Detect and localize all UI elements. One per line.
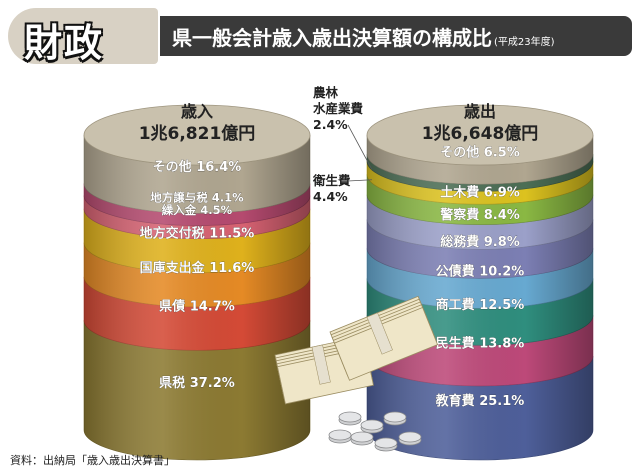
title-text: 県一般会計歳入歳出決算額の構成比	[172, 26, 492, 50]
band-strip	[311, 344, 331, 385]
segment-label: 公債費 10.2%	[436, 263, 525, 279]
badge-text: 財政	[24, 21, 105, 65]
cylinder-shading	[84, 135, 310, 460]
cylinder-shading	[367, 135, 593, 460]
title-bar: 県一般会計歳入歳出決算額の構成比 (平成23年度)	[160, 16, 632, 56]
callout-leader	[347, 179, 373, 182]
category-badge: 財政	[8, 8, 158, 65]
segment-label: 県税 37.2%	[159, 375, 235, 391]
segment-label: 国庫支出金 11.6%	[140, 260, 255, 276]
money-illustration	[274, 295, 439, 452]
coin-top	[383, 411, 407, 423]
callout-text: 2.4%	[313, 117, 348, 132]
callout-text: 水産業費	[313, 101, 364, 116]
segment-label: 総務費 9.8%	[440, 234, 520, 250]
cylinder-title: 歳出	[464, 102, 496, 121]
segment-label: 県債 14.7%	[159, 299, 235, 315]
segment-label: 教育費 25.1%	[435, 393, 525, 409]
coin-top	[360, 419, 384, 431]
callout-text: 衛生費	[312, 173, 351, 188]
segment-label: 繰入金 4.5%	[162, 203, 233, 217]
chart-title: 県一般会計歳入歳出決算額の構成比 (平成23年度)	[172, 22, 555, 51]
segment-label: その他 6.5%	[440, 145, 520, 161]
callout-text: 4.4%	[313, 189, 348, 204]
header: 財政 県一般会計歳入歳出決算額の構成比 (平成23年度)	[8, 8, 632, 65]
band-strip	[366, 312, 393, 355]
callout-text: 農林	[313, 85, 339, 100]
coin-top	[374, 437, 398, 449]
cylinder-total: 1兆6,821億円	[139, 123, 256, 144]
segment-label: 商工費 12.5%	[436, 297, 525, 313]
segment-label: 土木費 6.9%	[440, 184, 520, 200]
cylinder-top	[366, 104, 594, 166]
callout-leader	[347, 124, 373, 170]
banknote-stack	[329, 295, 439, 381]
coin-top	[338, 411, 362, 423]
cylinder-total: 1兆6,648億円	[422, 123, 539, 144]
cylinder-top	[83, 104, 311, 166]
segment-label: その他 16.4%	[153, 159, 242, 175]
chart-subtitle: (平成23年度)	[494, 37, 555, 48]
coin-top	[398, 431, 422, 443]
coin-top	[350, 431, 374, 443]
source-note: 資料：出納局「歳入歳出決算書」	[10, 454, 175, 467]
coin-top	[328, 429, 352, 441]
segment-label: 地方交付税 11.5%	[140, 226, 255, 242]
segment-label: 民生費 13.8%	[436, 336, 525, 352]
cylinder-title: 歳入	[181, 102, 213, 121]
segment-label: 地方譲与税 4.1%	[150, 190, 244, 204]
segment-label: 警察費 8.4%	[440, 207, 520, 223]
